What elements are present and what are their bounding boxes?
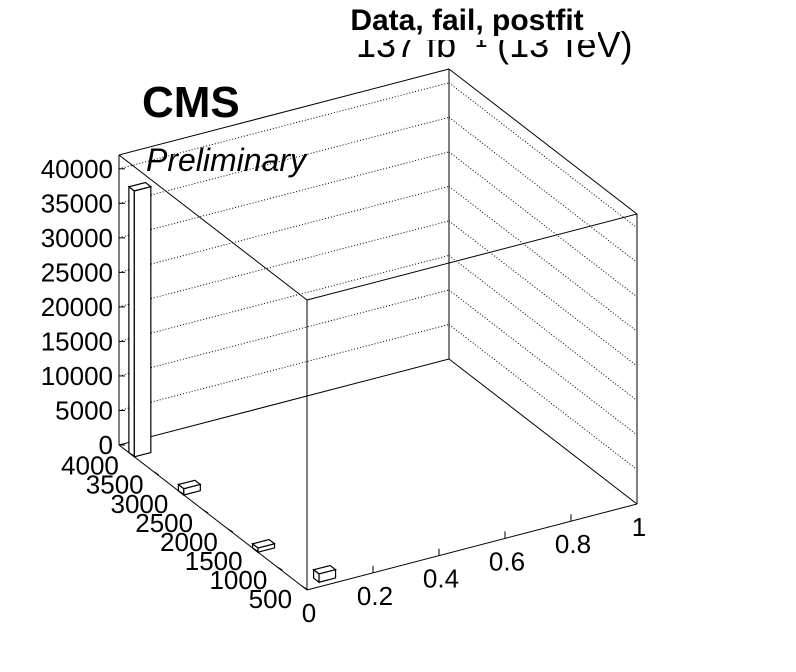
experiment-label: CMS [142,78,240,127]
x-tick-label: 0 [302,598,316,628]
y-tick [227,528,234,533]
gridline [448,185,638,332]
x-tick-label: 0.6 [489,546,525,576]
bar [177,479,202,497]
frame-edge [306,213,638,301]
gridlines [118,82,638,470]
y-tick [128,452,135,457]
y-tick-label: 3000 [111,489,169,519]
chart-title: Data, fail, postfit [350,4,584,37]
gridline [448,324,638,470]
z-axis-ticks: 0 5000 10000 15000 20000 25000 30000 35000 40000 [41,154,125,460]
y-tick [301,585,308,590]
z-tick-label: 15000 [41,326,113,356]
x-tick-label: 0.4 [423,564,459,594]
y-tick-label: 500 [249,584,292,614]
gridline [448,82,638,229]
z-tick-label: 25000 [41,257,113,287]
x-tick-label: 0.2 [357,581,393,611]
bar [127,181,153,459]
frame-edge [118,358,450,446]
y-tick-label: 2000 [160,527,218,557]
y-tick-label: 3500 [86,470,144,500]
gridline [448,116,638,263]
gridline [118,289,450,377]
z-tick-label: 20000 [41,292,113,322]
x-tick-label: 0.8 [555,529,591,559]
frame-edge [118,444,308,591]
status-label: Preliminary [146,142,307,178]
y-tick-label: 1500 [185,546,243,576]
bar [251,538,276,554]
bar-front [318,568,337,584]
plot-frame [118,68,638,591]
z-tick-label: 0 [99,430,113,460]
z-tick-label: 30000 [41,223,113,253]
gridline [448,255,638,401]
bar-front [133,185,152,458]
gridline [448,220,638,367]
frame-edge [118,68,450,156]
y-tick [252,547,258,552]
y-tick-label: 4000 [61,451,119,481]
z-tick-label: 10000 [41,361,113,391]
frame-edge [118,154,308,301]
x-axis-ticks: 0 0.2 0.4 0.6 0.8 1 [302,497,646,628]
bar [312,564,337,584]
y-tick [277,566,283,571]
y-tick [202,509,209,514]
x-tick-label: 1 [632,512,646,542]
gridline [118,220,450,308]
data-bars [127,181,337,584]
frame-edge [448,68,638,215]
y-tick-label: 1000 [209,565,267,595]
gridline [118,185,450,273]
y-tick [178,490,184,495]
frame-edge [306,503,638,591]
y-tick-label: 2500 [135,508,193,538]
y-tick [153,471,159,476]
z-tick-label: 5000 [55,395,113,425]
gridline [118,254,450,342]
gridline [448,289,638,436]
title-box: Data, fail, postfit [336,2,598,40]
gridline [118,323,450,411]
z-tick-label: 35000 [41,188,113,218]
z-tick-label: 40000 [41,154,113,184]
bar-front [257,543,276,554]
gridline [448,151,638,298]
frame-edge [448,358,638,505]
bar-side [128,185,135,459]
bar-front [183,483,201,496]
